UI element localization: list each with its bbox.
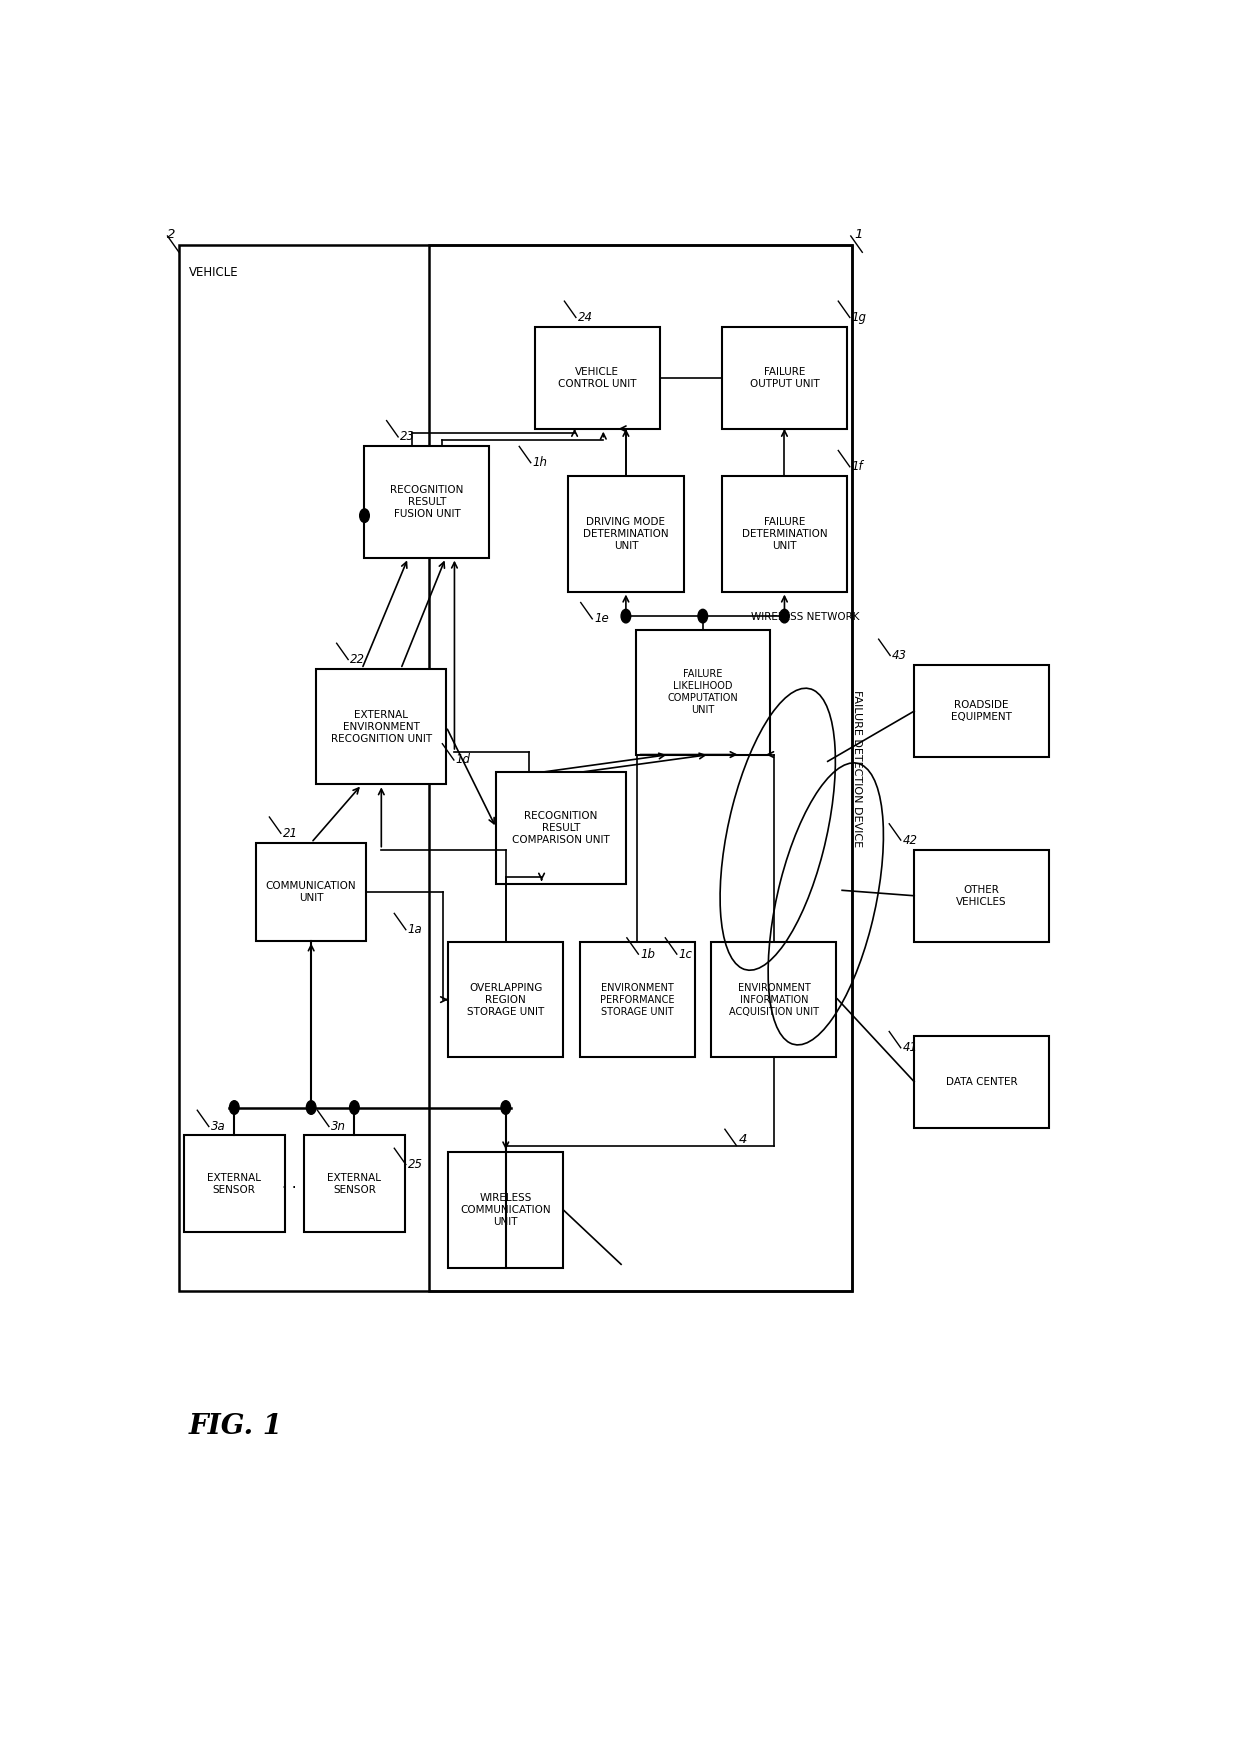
Text: 23: 23	[401, 430, 415, 444]
Text: ENVIRONMENT
PERFORMANCE
STORAGE UNIT: ENVIRONMENT PERFORMANCE STORAGE UNIT	[600, 982, 675, 1017]
FancyBboxPatch shape	[255, 843, 367, 940]
FancyBboxPatch shape	[304, 1135, 404, 1232]
Text: RECOGNITION
RESULT
FUSION UNIT: RECOGNITION RESULT FUSION UNIT	[391, 485, 464, 518]
Circle shape	[306, 1100, 316, 1114]
FancyBboxPatch shape	[448, 1153, 563, 1268]
FancyBboxPatch shape	[635, 629, 770, 755]
Text: EXTERNAL
SENSOR: EXTERNAL SENSOR	[207, 1172, 262, 1195]
Text: 3n: 3n	[331, 1120, 346, 1134]
Text: WIRELESS NETWORK: WIRELESS NETWORK	[751, 612, 859, 622]
Text: WIRELESS
COMMUNICATION
UNIT: WIRELESS COMMUNICATION UNIT	[460, 1194, 551, 1227]
Text: DRIVING MODE
DETERMINATION
UNIT: DRIVING MODE DETERMINATION UNIT	[583, 517, 668, 552]
Text: 1b: 1b	[640, 948, 655, 961]
Circle shape	[350, 1100, 360, 1114]
Text: VEHICLE
CONTROL UNIT: VEHICLE CONTROL UNIT	[558, 367, 636, 390]
Text: 1: 1	[854, 229, 863, 242]
Text: VEHICLE: VEHICLE	[188, 266, 238, 279]
Text: 3a: 3a	[211, 1120, 226, 1134]
Text: 43: 43	[892, 649, 908, 661]
Circle shape	[698, 610, 708, 622]
Text: FAILURE
DETERMINATION
UNIT: FAILURE DETERMINATION UNIT	[742, 517, 827, 552]
Text: FAILURE
LIKELIHOOD
COMPUTATION
UNIT: FAILURE LIKELIHOOD COMPUTATION UNIT	[667, 670, 738, 716]
Text: . . .: . . .	[283, 1176, 306, 1192]
Circle shape	[780, 610, 790, 622]
Text: FAILURE DETECTION DEVICE: FAILURE DETECTION DEVICE	[852, 689, 862, 846]
FancyBboxPatch shape	[914, 1035, 1049, 1128]
Text: 1e: 1e	[594, 612, 609, 626]
Text: 21: 21	[283, 827, 298, 839]
FancyBboxPatch shape	[184, 1135, 285, 1232]
Text: 1c: 1c	[678, 948, 693, 961]
Text: 4: 4	[738, 1132, 746, 1146]
Circle shape	[229, 1100, 239, 1114]
FancyBboxPatch shape	[568, 476, 683, 592]
FancyBboxPatch shape	[534, 326, 660, 428]
Text: ENVIRONMENT
INFORMATION
ACQUISITION UNIT: ENVIRONMENT INFORMATION ACQUISITION UNIT	[729, 982, 818, 1017]
Circle shape	[501, 1100, 511, 1114]
FancyBboxPatch shape	[580, 941, 696, 1058]
Text: DATA CENTER: DATA CENTER	[946, 1077, 1017, 1086]
Text: ROADSIDE
EQUIPMENT: ROADSIDE EQUIPMENT	[951, 700, 1012, 723]
FancyBboxPatch shape	[712, 941, 836, 1058]
Text: 1d: 1d	[456, 753, 471, 767]
Text: 2: 2	[166, 229, 175, 242]
FancyBboxPatch shape	[365, 446, 490, 557]
Text: 22: 22	[350, 652, 365, 666]
FancyBboxPatch shape	[496, 772, 626, 883]
Text: FIG. 1: FIG. 1	[188, 1412, 283, 1440]
Text: 42: 42	[903, 834, 918, 846]
Text: 24: 24	[578, 310, 593, 324]
Text: 41: 41	[903, 1042, 918, 1054]
Text: 1f: 1f	[852, 460, 863, 472]
Text: 1a: 1a	[408, 924, 423, 936]
FancyBboxPatch shape	[448, 941, 563, 1058]
Text: 1g: 1g	[852, 310, 867, 324]
FancyBboxPatch shape	[722, 476, 847, 592]
FancyBboxPatch shape	[316, 668, 446, 785]
Text: FAILURE
OUTPUT UNIT: FAILURE OUTPUT UNIT	[749, 367, 820, 390]
Text: EXTERNAL
ENVIRONMENT
RECOGNITION UNIT: EXTERNAL ENVIRONMENT RECOGNITION UNIT	[331, 710, 432, 744]
Text: RECOGNITION
RESULT
COMPARISON UNIT: RECOGNITION RESULT COMPARISON UNIT	[512, 811, 610, 844]
Text: 1h: 1h	[533, 457, 548, 469]
FancyBboxPatch shape	[914, 850, 1049, 941]
Text: OTHER
VEHICLES: OTHER VEHICLES	[956, 885, 1007, 906]
FancyBboxPatch shape	[914, 665, 1049, 758]
Circle shape	[621, 610, 631, 622]
Circle shape	[360, 510, 370, 522]
Text: COMMUNICATION
UNIT: COMMUNICATION UNIT	[265, 882, 356, 903]
FancyBboxPatch shape	[722, 326, 847, 428]
Text: OVERLAPPING
REGION
STORAGE UNIT: OVERLAPPING REGION STORAGE UNIT	[467, 982, 544, 1017]
Text: 25: 25	[408, 1158, 423, 1171]
Text: EXTERNAL
SENSOR: EXTERNAL SENSOR	[327, 1172, 382, 1195]
